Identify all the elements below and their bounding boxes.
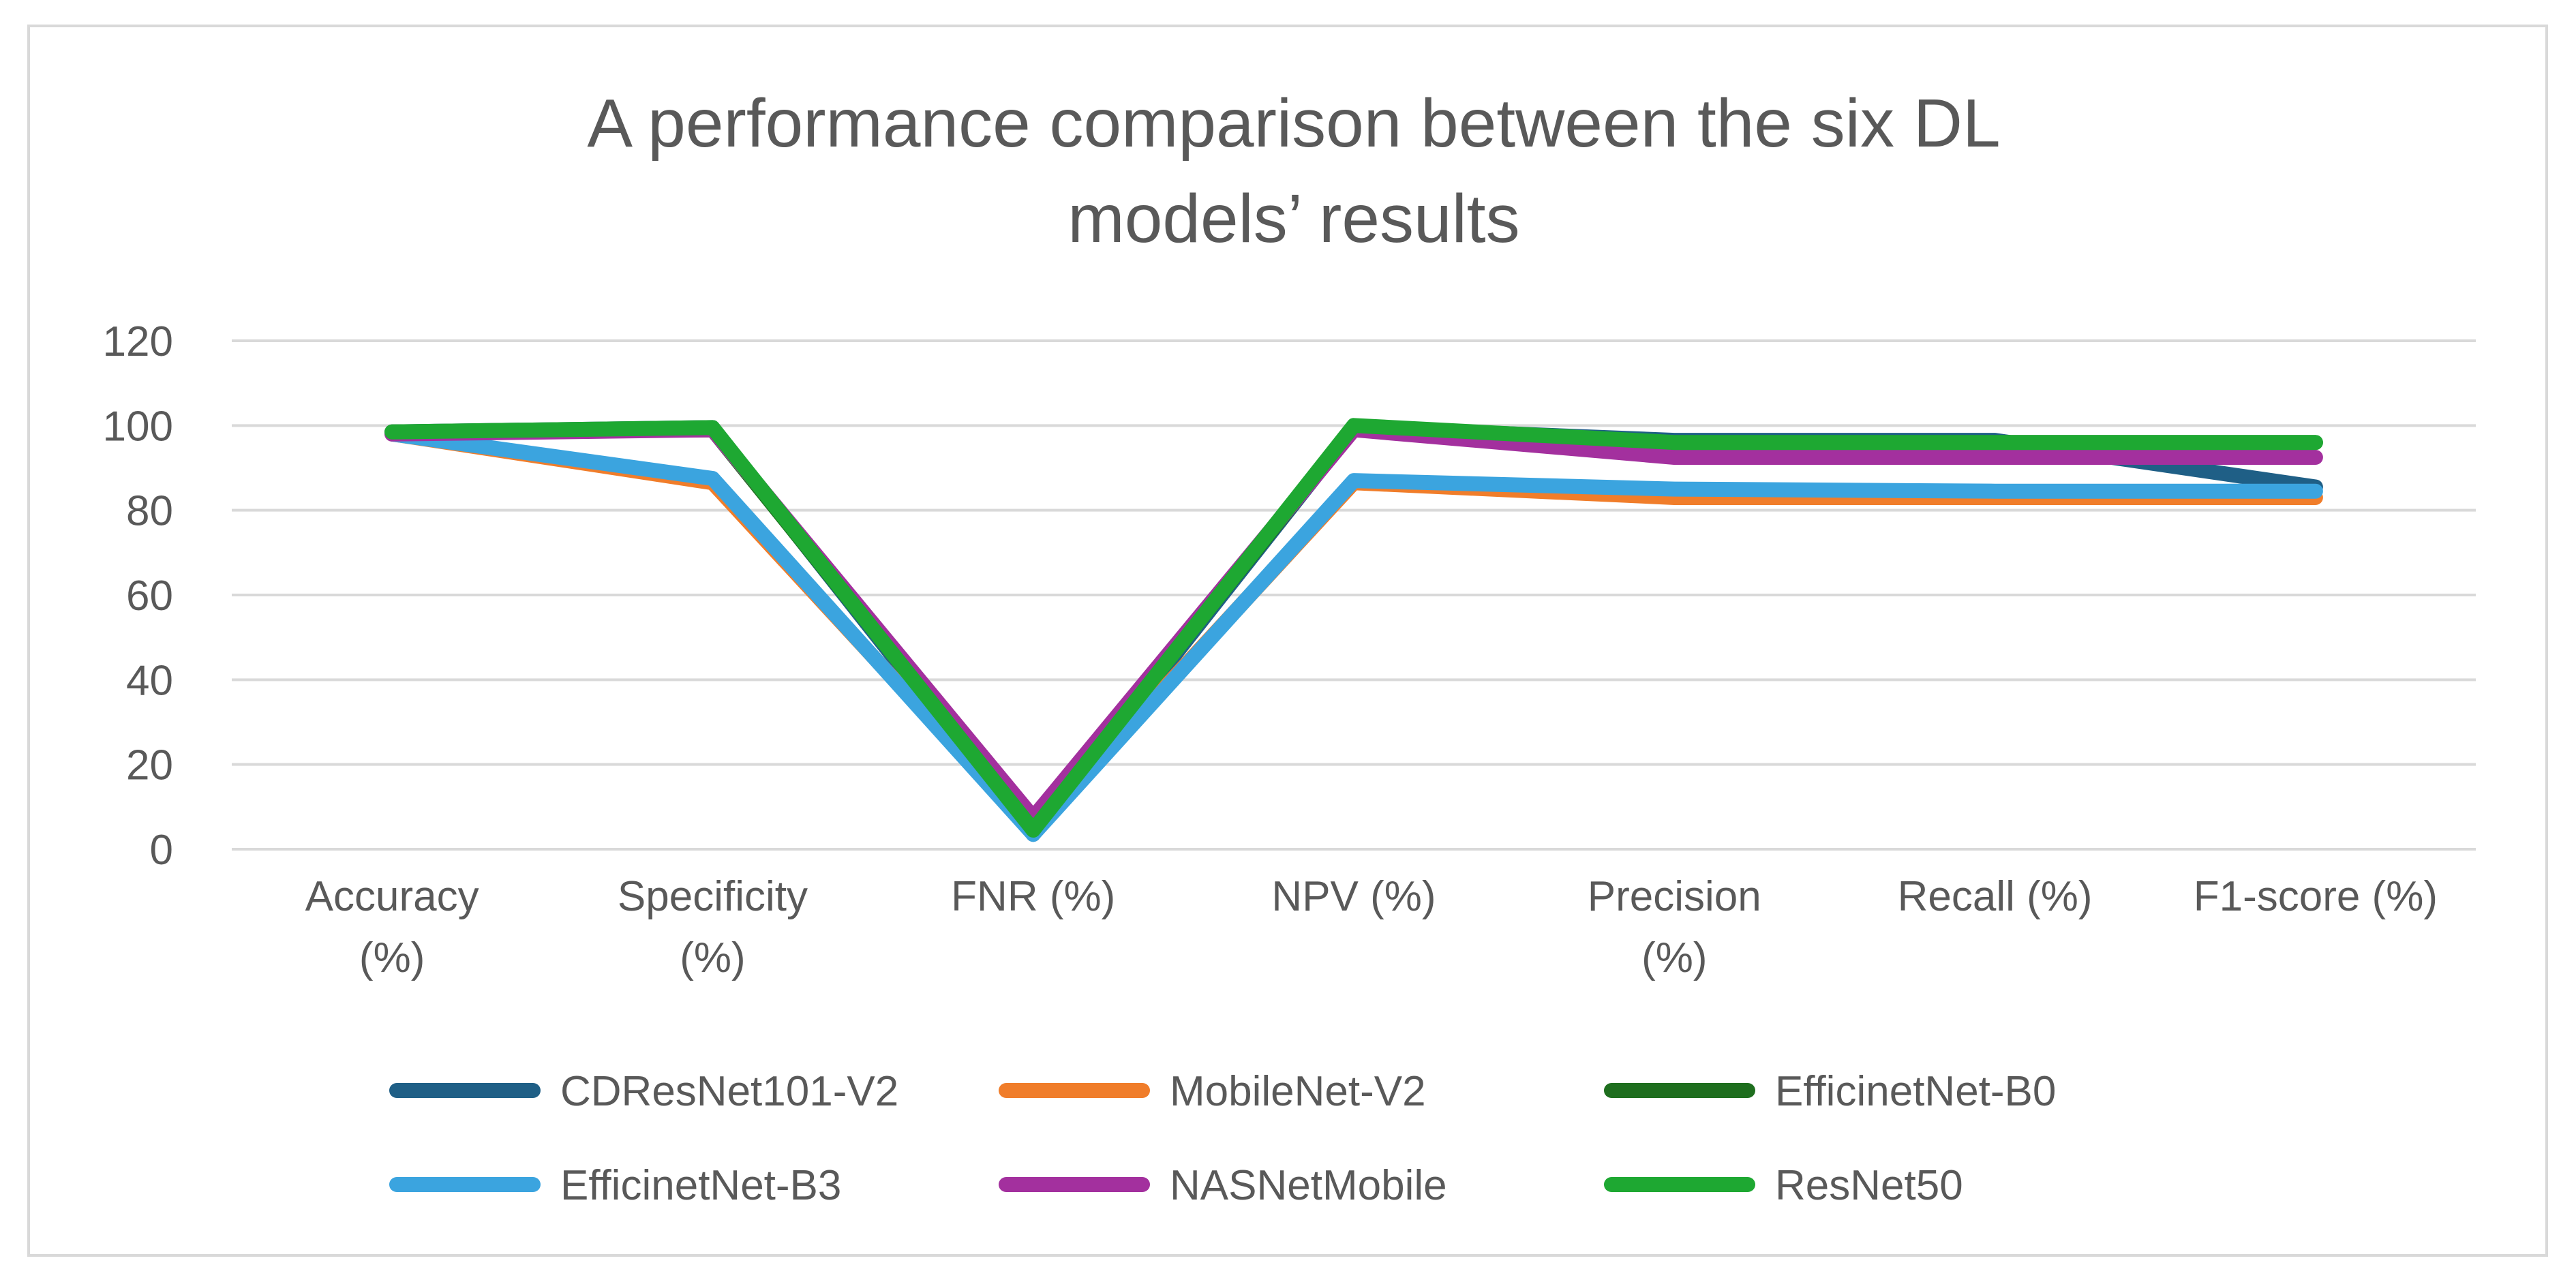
x-tick-label: Specificity — [618, 873, 808, 920]
series-line-resnet50 — [384, 418, 2323, 838]
x-tick-label: FNR (%) — [951, 873, 1115, 920]
chart-title-line: models’ results — [1067, 181, 1519, 257]
y-tick-label: 120 — [103, 318, 173, 365]
x-tick-label: (%) — [680, 934, 745, 981]
x-tick-label: (%) — [359, 934, 425, 981]
y-tick-label: 100 — [103, 403, 173, 450]
chart-title-line: A performance comparison between the six… — [587, 85, 2000, 162]
y-tick-label: 80 — [126, 488, 173, 535]
legend-label: EfficinetNet-B0 — [1775, 1068, 2056, 1115]
y-tick-label: 60 — [126, 573, 173, 620]
legend-item-resnet50: ResNet50 — [1604, 1162, 1963, 1209]
y-tick-label: 20 — [126, 742, 173, 789]
x-tick-label: F1-score (%) — [2194, 873, 2438, 920]
y-tick-label: 40 — [126, 657, 173, 704]
legend-item-efficinetnet-b0: EfficinetNet-B0 — [1604, 1068, 2056, 1115]
line-chart: A performance comparison between the six… — [103, 85, 2476, 1209]
series-line-efficinetnet-b3 — [384, 426, 2323, 842]
legend-item-mobilenet-v2: MobileNet-V2 — [999, 1068, 1426, 1115]
x-tick-label: NPV (%) — [1271, 873, 1436, 920]
x-tick-label: Accuracy — [305, 873, 479, 920]
y-tick-label: 0 — [150, 827, 173, 874]
legend-label: MobileNet-V2 — [1170, 1068, 1426, 1115]
x-tick-label: Precision — [1588, 873, 1761, 920]
chart-frame: A performance comparison between the six… — [27, 25, 2548, 1257]
legend-label: ResNet50 — [1775, 1162, 1963, 1209]
legend-item-efficinetnet-b3: EfficinetNet-B3 — [389, 1162, 841, 1209]
x-tick-label: Recall (%) — [1898, 873, 2093, 920]
legend-label: CDResNet101-V2 — [560, 1068, 898, 1115]
legend-label: EfficinetNet-B3 — [560, 1162, 841, 1209]
legend-label: NASNetMobile — [1170, 1162, 1447, 1209]
x-tick-label: (%) — [1641, 934, 1707, 981]
legend-item-nasnetmobile: NASNetMobile — [999, 1162, 1447, 1209]
legend-item-cdresnet101-v2: CDResNet101-V2 — [389, 1068, 898, 1115]
